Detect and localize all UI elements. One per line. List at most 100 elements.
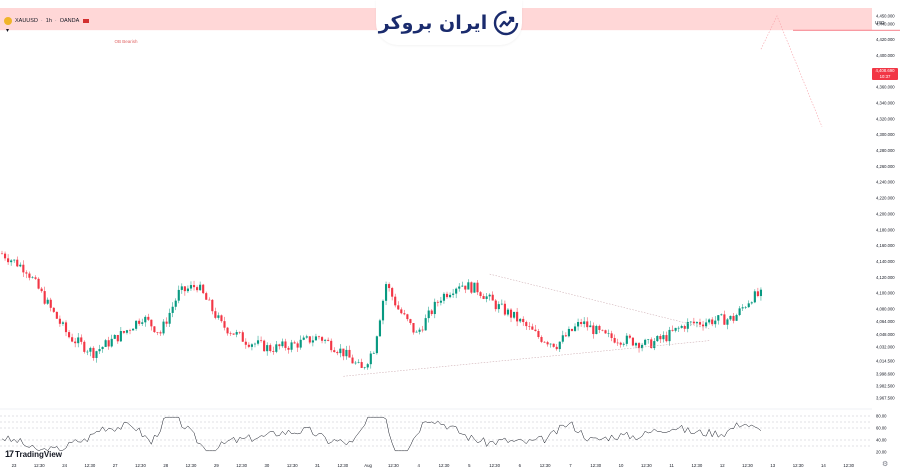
candle-body [516,311,519,322]
candle-body [196,287,199,291]
price-tick-label: 4,400.000 [876,53,895,58]
candle-body [705,322,708,327]
candle-body [381,300,385,321]
gear-icon[interactable]: ⚙ [882,461,889,468]
time-tick-label: 12:30 [135,463,146,468]
price-tick-label: 4,160.000 [876,243,895,248]
candle-body [698,322,702,325]
candle-body [67,332,71,338]
candle-body [135,320,138,329]
price-tick-label: 3,998.600 [876,371,895,376]
candle-body [534,329,537,332]
candle-body [263,340,266,352]
candle-body [564,335,567,337]
candle-body [567,328,570,337]
candle-body [241,332,244,342]
candle-body [671,329,674,331]
candle-body [427,310,430,319]
candle-body [552,343,555,347]
tradingview-mark-icon: 17 [5,449,14,459]
projection-path [760,15,823,127]
candle-body [589,325,592,328]
price-tick-label: 4,032.000 [876,344,895,349]
candle-body [753,291,756,303]
candle-body [720,314,723,316]
candle-body [247,344,250,347]
candle-body [0,253,4,255]
candle-body [104,340,107,347]
candle-body [637,343,641,349]
time-tick-label: 12:30 [34,463,45,468]
rsi-axis: 80.00 60.00 40.00 20.00 [876,414,887,455]
candle-body [604,330,607,334]
candle-body [299,339,302,348]
candle-body [98,349,101,352]
candle-body [625,335,628,344]
price-tick-label: 4,320.000 [876,116,895,121]
time-tick-label: 11 [669,463,674,468]
candle-body [40,288,43,292]
candle-body [577,321,580,327]
time-tick-label: 27 [113,463,118,468]
candle-body [327,339,330,341]
time-tick-label: 7 [569,463,572,468]
candle-body [80,337,83,342]
candle-body [744,307,747,308]
candle-body [741,307,744,309]
candle-body [348,349,351,358]
time-tick-label: 12:30 [287,463,298,468]
candle-body [49,299,52,308]
candle-body [662,335,665,340]
candle-body [686,321,689,329]
candle-body [375,336,378,354]
symbol-header[interactable]: XAUUSD · 1h · OANDA [0,14,90,28]
price-axis[interactable]: 4,450.0004,440.0004,420.0004,400.0004,38… [876,13,895,400]
candle-body [430,310,433,315]
candle-body [226,327,229,334]
candle-body [275,344,278,352]
candle-body [409,319,412,324]
candle-body [674,327,677,331]
candle-body [549,343,552,345]
candle-body [732,315,735,321]
time-axis[interactable]: 23 12:30 24 12:30 27 12:30 28 12:30 29 12:30 30 12:… [12,463,855,468]
candle-body [384,284,388,301]
candle-body [421,329,424,331]
candle-body [659,335,662,340]
tradingview-logo[interactable]: 17 TradingView [5,449,62,459]
time-tick-label: 12:30 [540,463,551,468]
candle-body [281,341,284,347]
candle-body [192,285,196,288]
candle-body [616,342,619,344]
time-tick-label: 29 [214,463,219,468]
candle-body [412,323,415,333]
candle-body [31,277,34,278]
candle-body [144,316,147,323]
candle-body [497,304,500,310]
candle-body [448,294,452,298]
candle-body [668,329,671,342]
candle-body [476,282,479,293]
candle-body [610,333,613,338]
candle-body [372,353,375,354]
candle-body [519,318,522,322]
price-tick-label: 4,280.000 [876,148,895,153]
candle-body [345,349,348,357]
interval-label: 1h [45,18,52,24]
candle-body [586,321,589,328]
candle-body [238,332,241,333]
time-tick-label: Aug [364,463,372,468]
candle-body [488,294,491,297]
candle-body [360,362,363,368]
collapse-legend-button[interactable]: ▾ [5,28,9,34]
candle-body [388,284,391,289]
candle-body [528,326,531,327]
candle-body [7,258,10,263]
candle-body [165,321,168,324]
candle-body [34,277,37,279]
currency-label[interactable]: USD [875,20,885,25]
candle-body [491,294,494,301]
candle-body [284,341,287,348]
